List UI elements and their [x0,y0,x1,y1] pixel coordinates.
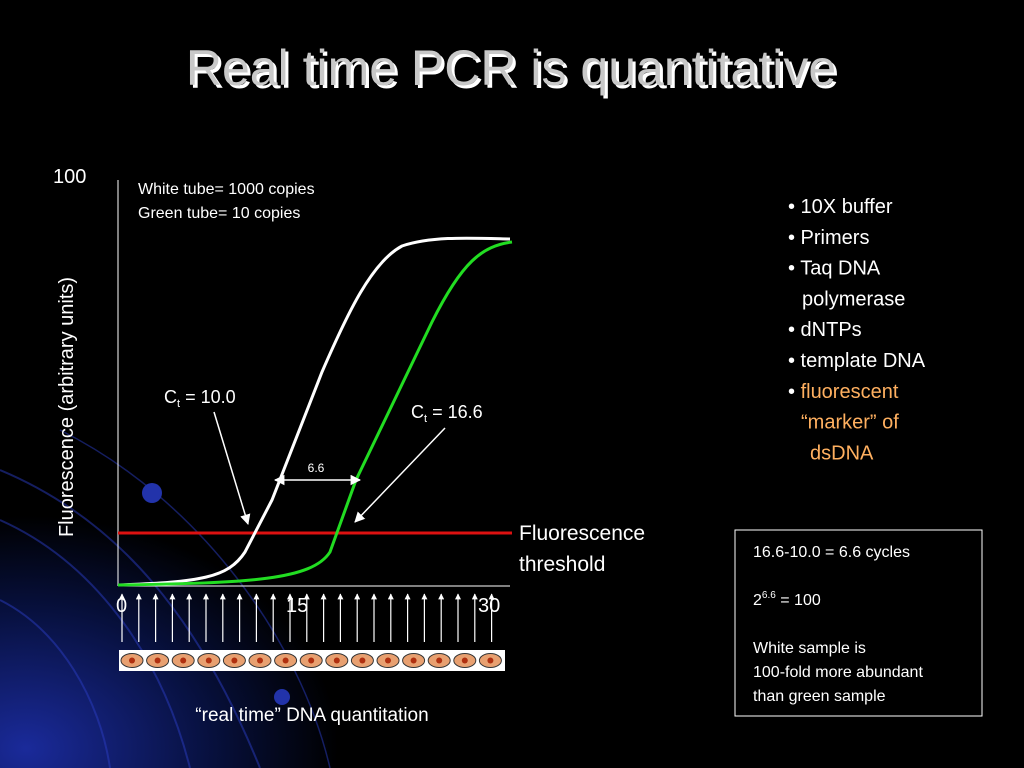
tube-icon-dot [385,657,391,664]
swirl-dot [142,483,162,503]
tube-icon-dot [282,657,289,664]
bullet-item: • Taq DNA [788,258,881,280]
gap-label: 6.6 [308,461,325,475]
tube-icon-dot [129,657,135,664]
ct-white-pointer [213,411,251,526]
y-axis-label: Fluorescence (arbitrary units) [56,277,78,537]
x-tick-label: 15 [286,595,308,617]
ct-green-pointer [354,427,446,523]
x-caption: “real time” DNA quantitation [195,705,428,726]
x-tick-label: 30 [478,595,500,617]
tube-icon-dot [333,657,340,664]
bullet-item: polymerase [802,288,905,310]
tube-icon-dot [205,657,212,664]
calc-line: White sample is [753,640,866,657]
tube-icon-dot [487,657,494,664]
bullet-list: • 10X buffer • Primers • Taq DNA polymerase… [788,196,926,464]
tube-icon-dot [308,657,315,664]
title: Real time PCR is quantitative [186,40,836,96]
tube-icon-dot [461,657,468,664]
bullet-item: • dNTPs [788,319,862,341]
bullet-item: dsDNA [810,442,874,464]
swirl-dot [274,689,290,705]
tube-icons [120,653,502,668]
tube-icon-dot [436,657,443,664]
x-tick-label: 0 [116,595,127,617]
bullet-marker: • [788,381,801,403]
bullet-item: • 10X buffer [788,196,893,218]
bullet-item: • fluorescent [788,381,899,403]
bullet-item: • template DNA [788,350,926,372]
bullet-item: • Primers [788,227,869,249]
cycle-arrows [119,593,495,642]
legend-entry: White tube= 1000 copies [138,181,315,198]
tube-icon-dot [231,657,238,664]
green-curve [117,240,513,587]
tube-icon-dot [154,657,161,664]
ct-green-label: Ct = 16.6 [411,402,483,425]
tube-icon-dot [359,657,366,664]
threshold-label: Fluorescence [519,522,645,545]
legend-entry: Green tube= 10 copies [138,205,300,222]
tube-icon-dot [180,657,187,664]
tube-icon-dot [257,657,263,664]
calc-line: than green sample [753,688,886,705]
threshold-label: threshold [519,553,605,576]
y-top-label: 100 [53,166,86,188]
bullet-item: “marker” of [801,412,899,434]
title-shadow: Real time PCR is quantitative [189,43,839,99]
tube-icon-dot [410,657,417,664]
calc-power: 26.6 = 100 [753,590,821,609]
calc-line: 100-fold more abundant [753,664,923,681]
bullet-text: fluorescent [801,381,899,403]
ct-white-label: Ct = 10.0 [164,387,236,410]
white-curve [117,236,511,587]
calc-line: 16.6-10.0 = 6.6 cycles [753,544,910,561]
calc-box [734,529,983,717]
